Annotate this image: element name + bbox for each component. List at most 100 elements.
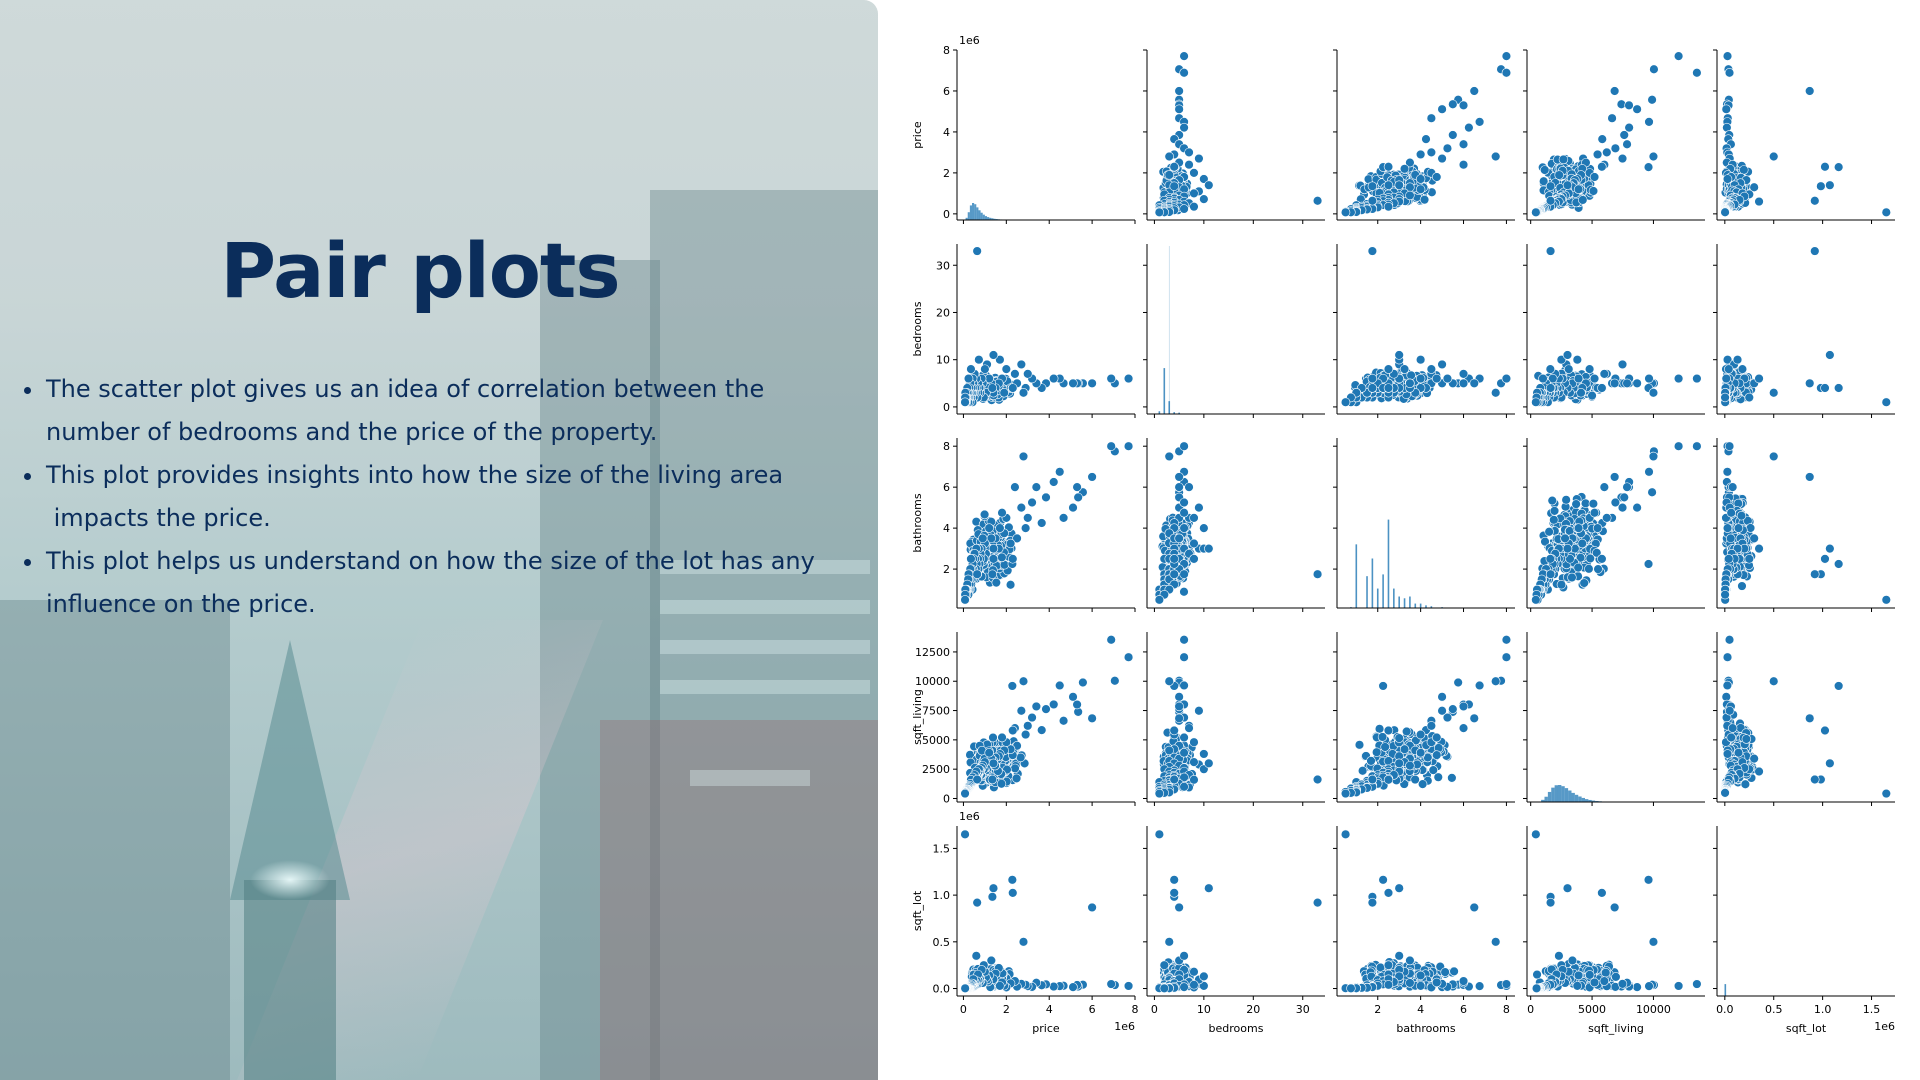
data-point <box>1632 104 1642 114</box>
data-point <box>1673 373 1684 384</box>
data-point <box>1049 477 1059 487</box>
data-point <box>1545 554 1556 564</box>
data-point <box>1179 204 1189 214</box>
data-point <box>980 364 990 374</box>
data-point <box>1588 498 1599 509</box>
data-point <box>1602 513 1612 523</box>
data-point <box>1174 472 1184 482</box>
data-point <box>1023 513 1033 523</box>
data-point <box>1739 165 1749 175</box>
data-point <box>1721 373 1731 384</box>
data-point <box>1437 104 1447 114</box>
data-point <box>987 774 998 785</box>
data-point <box>1312 196 1323 206</box>
data-point <box>1744 554 1754 564</box>
data-point <box>1031 701 1042 712</box>
data-point <box>1540 165 1550 175</box>
data-point <box>1754 196 1764 207</box>
data-point <box>1545 181 1556 191</box>
histogram-bar <box>978 210 981 220</box>
data-point <box>1037 518 1047 528</box>
data-point <box>1720 392 1730 403</box>
data-point <box>1164 451 1174 462</box>
data-point <box>1724 554 1734 564</box>
data-point <box>1545 569 1556 579</box>
data-point <box>1721 104 1731 114</box>
data-point <box>1571 499 1581 509</box>
window-strip <box>660 600 870 614</box>
data-point <box>1592 149 1603 160</box>
window-strip <box>660 680 870 694</box>
data-point <box>1415 174 1426 184</box>
data-point <box>1123 652 1134 662</box>
data-point <box>979 509 990 520</box>
data-point <box>1421 134 1431 144</box>
data-point <box>1490 151 1501 162</box>
data-point <box>1592 523 1603 533</box>
y-tick-label: 10000 <box>915 675 950 688</box>
data-point <box>1724 441 1735 451</box>
data-point <box>1622 378 1632 389</box>
histogram-bar <box>969 205 973 220</box>
histogram-bar <box>987 217 990 220</box>
data-point <box>1632 378 1642 389</box>
data-point <box>1179 587 1189 597</box>
data-point <box>1005 580 1016 590</box>
data-point <box>1015 752 1026 763</box>
subplot-bathrooms-vs-bathrooms <box>1333 438 1515 612</box>
data-point <box>1458 100 1469 111</box>
data-point <box>966 364 976 374</box>
data-point <box>988 350 999 360</box>
data-point <box>1184 159 1194 170</box>
data-point <box>1624 100 1634 111</box>
data-point <box>1087 713 1097 723</box>
data-point <box>1881 397 1891 407</box>
histogram-bar <box>1382 574 1384 608</box>
data-point <box>987 383 998 393</box>
data-point <box>1458 378 1469 389</box>
data-point <box>1169 162 1179 172</box>
data-point <box>1589 373 1600 384</box>
pair-plot-chart: 02468price1e60102030bedrooms2468bathroom… <box>911 34 1895 1035</box>
data-point <box>1011 773 1022 784</box>
data-point <box>1312 569 1323 579</box>
data-point <box>963 373 974 384</box>
data-point <box>1194 153 1204 164</box>
data-point <box>1394 350 1404 360</box>
data-point <box>1169 181 1179 191</box>
data-point <box>1602 147 1612 158</box>
window-strip <box>690 770 810 786</box>
y-tick-label: 2 <box>943 563 950 576</box>
data-point <box>1644 373 1654 384</box>
data-point <box>1367 373 1378 384</box>
data-point <box>1549 506 1560 516</box>
data-point <box>1545 364 1556 374</box>
histogram-bar <box>967 212 970 220</box>
data-point <box>1692 373 1702 384</box>
data-point <box>1458 159 1469 170</box>
y-tick-label: 20 <box>936 306 950 319</box>
data-point <box>1432 172 1442 182</box>
data-point <box>960 788 970 799</box>
data-point <box>1597 383 1607 393</box>
data-point <box>1184 147 1194 158</box>
data-point <box>996 779 1007 789</box>
data-point <box>1624 122 1634 133</box>
data-point <box>1174 533 1184 544</box>
data-point <box>1367 181 1378 191</box>
data-point <box>1577 538 1587 549</box>
data-point <box>1609 378 1620 389</box>
building-shape <box>540 260 660 1080</box>
data-point <box>1587 390 1597 401</box>
data-point <box>1558 154 1569 165</box>
data-point <box>1189 188 1199 199</box>
histogram-bar <box>972 203 975 220</box>
data-point <box>1179 508 1189 518</box>
data-point <box>1169 569 1179 579</box>
data-point <box>1833 383 1844 393</box>
subplot-bathrooms-vs-price <box>953 438 1136 612</box>
y-tick-label: 0 <box>943 401 950 414</box>
data-point <box>1597 134 1607 144</box>
data-point <box>1549 515 1559 525</box>
y-tick-label: 10 <box>936 354 950 367</box>
